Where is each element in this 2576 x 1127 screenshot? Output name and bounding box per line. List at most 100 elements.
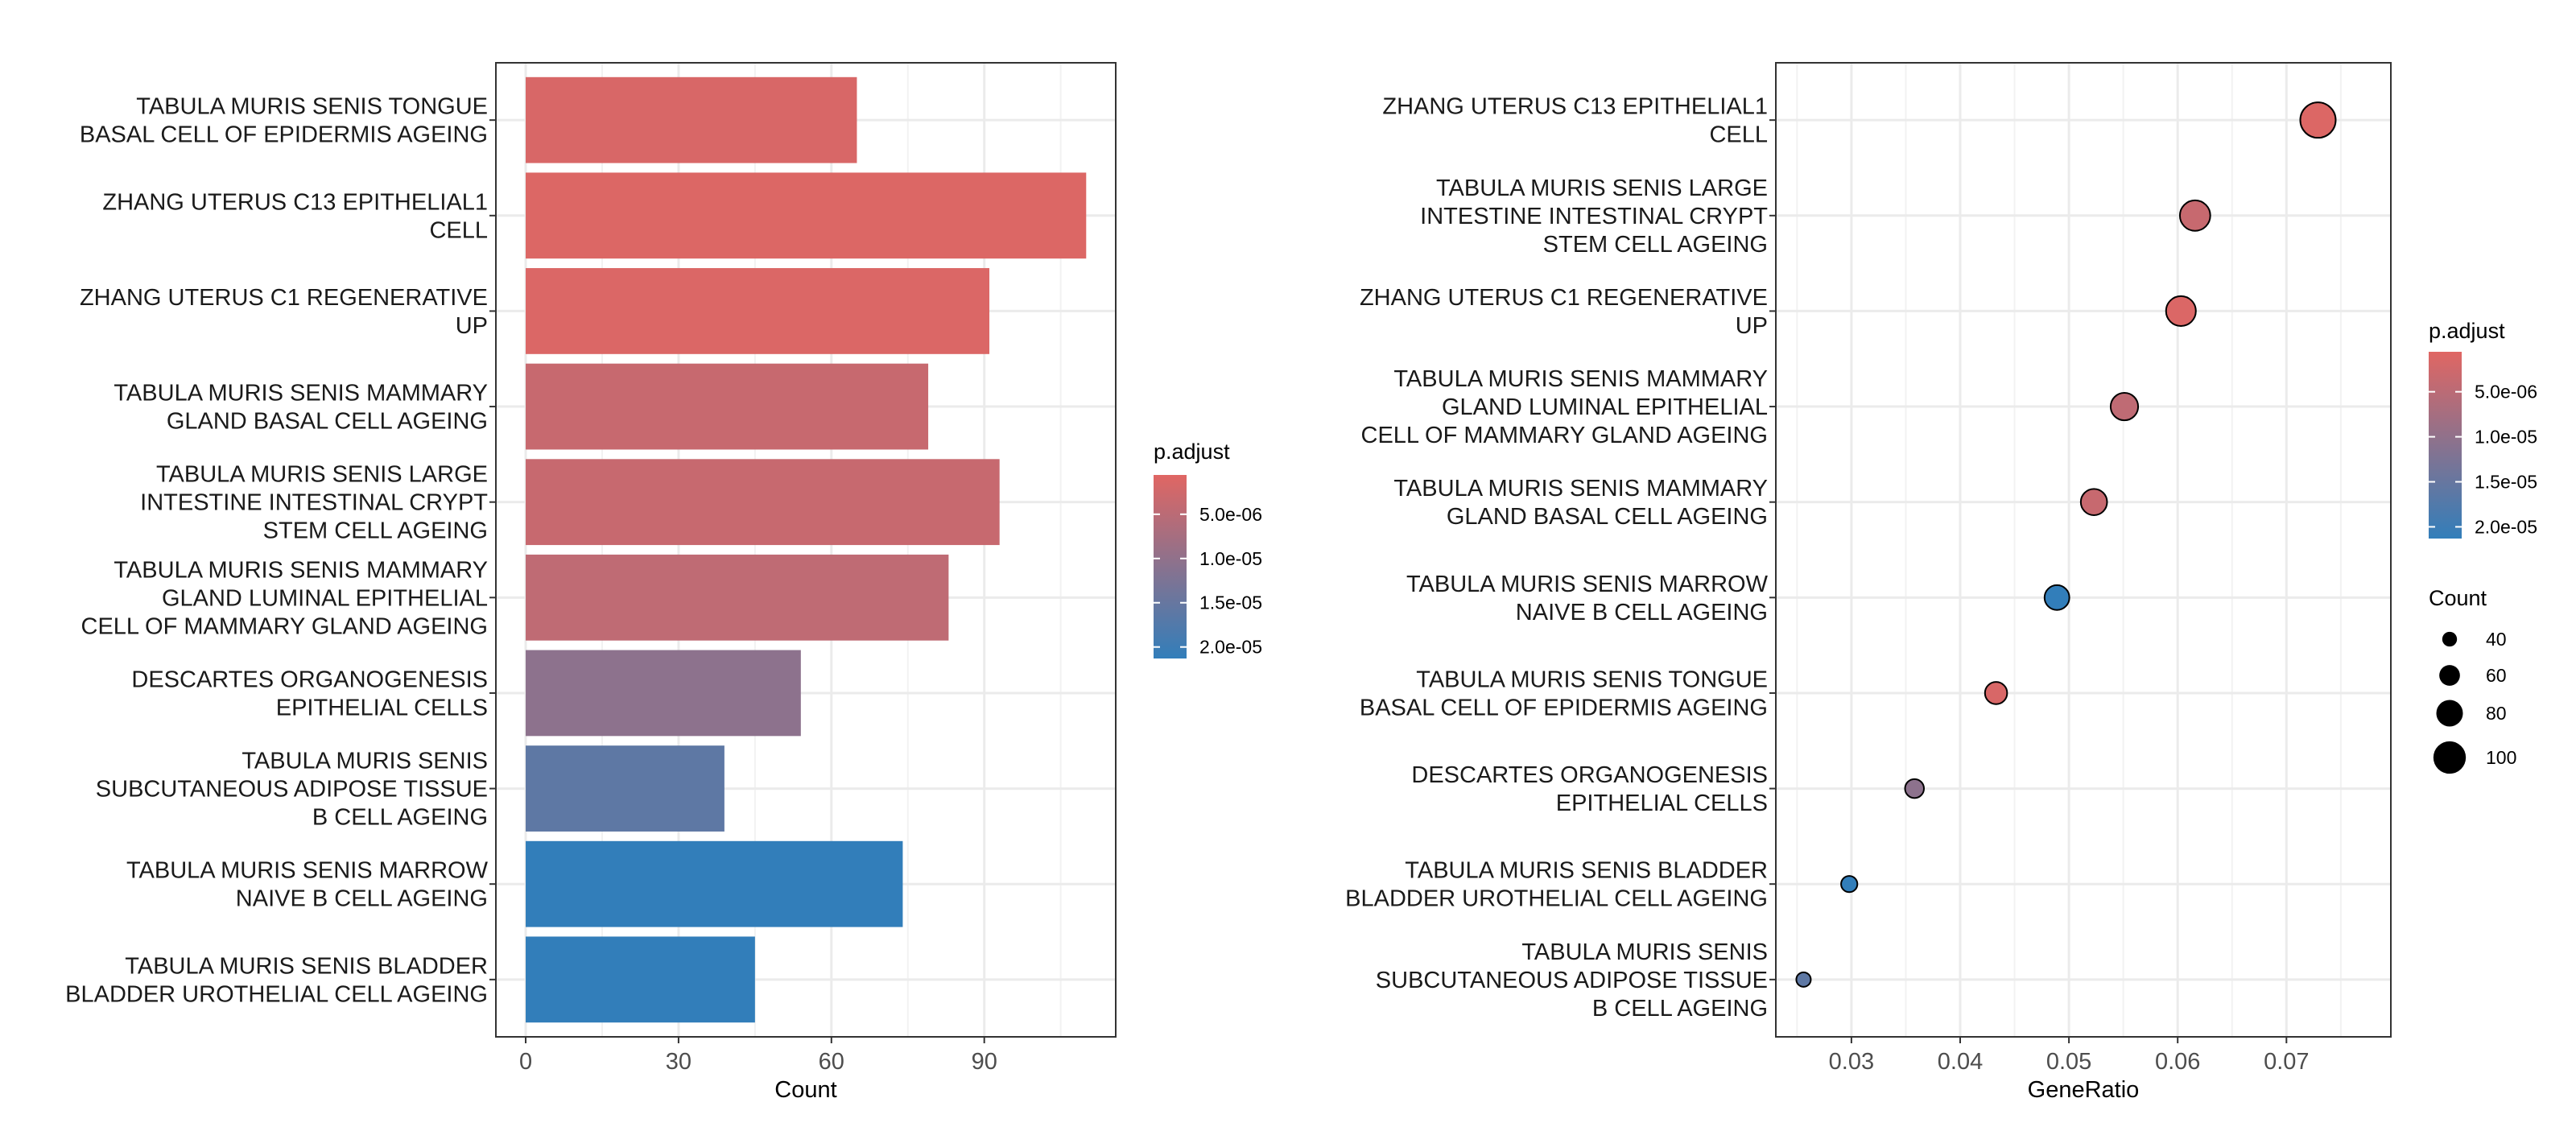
- x-tick-label: 0.04: [1938, 1049, 1983, 1075]
- bar: [526, 554, 949, 641]
- y-tick-label-line: STEM CELL AGEING: [263, 518, 488, 544]
- y-tick-label: TABULA MURIS SENIS BLADDER BLADDER UROTHE…: [65, 953, 488, 1007]
- y-tick-label-line: BLADDER UROTHELIAL CELL AGEING: [65, 981, 488, 1007]
- data-point: [2299, 101, 2337, 139]
- colorbar-tick-label: 1.5e-05: [1199, 592, 1262, 613]
- y-tick-label: TABULA MURIS SENIS MARROW NAIVE B CELL AG…: [1406, 572, 1769, 625]
- colorbar-tick-label: 5.0e-06: [1199, 504, 1262, 525]
- bar: [526, 363, 929, 450]
- y-tick-label: TABULA MURIS SENIS MAMMARY GLAND LUMINAL …: [1361, 366, 1768, 448]
- y-tick-label-line: BLADDER UROTHELIAL CELL AGEING: [1345, 886, 1768, 912]
- y-tick-label-line: CELL: [429, 217, 488, 243]
- x-tick-label: 0.05: [2046, 1049, 2091, 1075]
- y-tick-label: TABULA MURIS SENIS MAMMARY GLAND LUMINAL …: [81, 557, 488, 639]
- y-tick-label: TABULA MURIS SENIS LARGE INTESTINE INTEST…: [1420, 175, 1768, 258]
- y-tick-label-line: GLAND LUMINAL EPITHELIAL: [162, 585, 488, 611]
- y-tick-label-line: NAIVE B CELL AGEING: [236, 886, 488, 912]
- bar: [526, 650, 801, 737]
- size-legend-key: [2433, 741, 2467, 774]
- y-tick-label-line: ZHANG UTERUS C13 EPITHELIAL1: [1382, 94, 1768, 120]
- bar: [526, 172, 1087, 259]
- y-tick-label-line: CELL: [1709, 122, 1768, 148]
- y-tick-label-line: INTESTINE INTESTINAL CRYPT: [1420, 204, 1768, 229]
- colorbar-tick-label: 2.0e-05: [1199, 637, 1262, 658]
- data-point: [2165, 295, 2197, 327]
- x-axis-title: Count: [774, 1077, 836, 1103]
- y-tick-label-line: BASAL CELL OF EPIDERMIS AGEING: [1360, 695, 1768, 720]
- y-tick-label: ZHANG UTERUS C13 EPITHELIAL1 CELL: [102, 189, 488, 243]
- colorbar-tick-label: 1.0e-05: [1199, 548, 1262, 569]
- y-tick-label: TABULA MURIS SENIS TONGUE BASAL CELL OF E…: [80, 94, 488, 148]
- y-tick-label: DESCARTES ORGANOGENESIS EPITHELIAL CELLS: [1411, 762, 1768, 816]
- x-tick-label: 30: [666, 1049, 691, 1075]
- bar: [526, 459, 1000, 546]
- y-tick-label-line: TABULA MURIS SENIS MAMMARY: [114, 557, 488, 583]
- y-tick-label: TABULA MURIS SENIS SUBCUTANEOUS ADIPOSE T…: [96, 749, 488, 831]
- y-tick-label-line: EPITHELIAL CELLS: [276, 695, 488, 720]
- data-point: [1840, 875, 1859, 894]
- y-tick-label: ZHANG UTERUS C1 REGENERATIVE UP: [80, 285, 488, 339]
- data-point: [2043, 584, 2070, 611]
- y-tick-label-line: TABULA MURIS SENIS MAMMARY: [114, 381, 488, 407]
- y-tick-label-line: EPITHELIAL CELLS: [1556, 791, 1768, 816]
- y-tick-label-line: ZHANG UTERUS C1 REGENERATIVE: [1360, 285, 1768, 311]
- y-tick-label-line: SUBCUTANEOUS ADIPOSE TISSUE: [1376, 968, 1768, 993]
- y-tick-label-line: STEM CELL AGEING: [1543, 232, 1768, 258]
- panel-border: [495, 62, 1117, 1038]
- y-tick-label: TABULA MURIS SENIS LARGE INTESTINE INTEST…: [140, 462, 488, 544]
- size-legend-key: [2442, 631, 2458, 647]
- y-tick-label-line: DESCARTES ORGANOGENESIS: [131, 667, 488, 692]
- y-tick-label: TABULA MURIS SENIS SUBCUTANEOUS ADIPOSE T…: [1376, 939, 1768, 1022]
- y-tick-label-line: TABULA MURIS SENIS: [1521, 939, 1768, 965]
- data-point: [1904, 778, 1926, 799]
- data-point: [1795, 971, 1812, 988]
- y-tick-label-line: GLAND BASAL CELL AGEING: [1447, 504, 1768, 530]
- data-point: [1984, 681, 2008, 705]
- y-tick-label: TABULA MURIS SENIS MAMMARY GLAND BASAL CE…: [114, 381, 488, 435]
- x-tick-label: 90: [972, 1049, 997, 1075]
- colorbar: [1154, 475, 1187, 658]
- y-tick-label: TABULA MURIS SENIS MAMMARY GLAND BASAL CE…: [1393, 476, 1768, 530]
- y-tick-label-line: TABULA MURIS SENIS TONGUE: [136, 94, 488, 120]
- x-tick-label: 0.03: [1829, 1049, 1874, 1075]
- size-legend-label: 60: [2486, 665, 2507, 686]
- y-tick-label: DESCARTES ORGANOGENESIS EPITHELIAL CELLS: [131, 667, 488, 720]
- legend-title: p.adjust: [2429, 319, 2505, 343]
- panel-border: [1775, 62, 2392, 1038]
- y-tick-label-line: CELL OF MAMMARY GLAND AGEING: [1361, 423, 1768, 448]
- colorbar: [2429, 352, 2462, 539]
- bar: [526, 76, 857, 163]
- y-tick-label-line: UP: [1736, 313, 1768, 339]
- bar: [526, 936, 755, 1023]
- y-tick-label-line: TABULA MURIS SENIS LARGE: [156, 462, 488, 488]
- y-tick-label-line: INTESTINE INTESTINAL CRYPT: [140, 490, 488, 516]
- y-tick-label-line: TABULA MURIS SENIS: [242, 749, 488, 774]
- legend-title: p.adjust: [1154, 440, 1230, 464]
- bar: [526, 840, 903, 927]
- data-point: [2109, 392, 2140, 422]
- x-tick-label: 60: [819, 1049, 844, 1075]
- y-tick-label-line: GLAND BASAL CELL AGEING: [167, 409, 488, 435]
- size-legend-title: Count: [2429, 586, 2487, 610]
- colorbar-tick-label: 1.5e-05: [2475, 472, 2537, 493]
- y-tick-label-line: NAIVE B CELL AGEING: [1516, 600, 1768, 625]
- bar: [526, 268, 990, 354]
- y-tick-label-line: UP: [456, 313, 488, 339]
- y-tick-label-line: CELL OF MAMMARY GLAND AGEING: [81, 613, 488, 639]
- y-tick-label: TABULA MURIS SENIS MARROW NAIVE B CELL AG…: [126, 858, 489, 912]
- y-tick-label-line: TABULA MURIS SENIS TONGUE: [1416, 667, 1768, 692]
- y-tick-label-line: BASAL CELL OF EPIDERMIS AGEING: [80, 122, 488, 148]
- y-tick-label: TABULA MURIS SENIS TONGUE BASAL CELL OF E…: [1360, 667, 1768, 720]
- y-tick-label-line: TABULA MURIS SENIS MARROW: [126, 858, 489, 884]
- y-tick-label-line: TABULA MURIS SENIS MARROW: [1406, 572, 1769, 597]
- data-point: [2079, 488, 2108, 517]
- y-tick-label: ZHANG UTERUS C1 REGENERATIVE UP: [1360, 285, 1768, 339]
- size-legend-label: 40: [2486, 629, 2507, 650]
- y-tick-label-line: ZHANG UTERUS C13 EPITHELIAL1: [102, 189, 488, 215]
- bar-chart-panel: TABULA MURIS SENIS TONGUE BASAL CELL OF E…: [65, 62, 1262, 1103]
- x-axis-title: GeneRatio: [2028, 1077, 2140, 1103]
- size-legend-key: [2436, 700, 2463, 727]
- plot-background: [1776, 63, 2391, 1037]
- size-legend-label: 80: [2486, 703, 2507, 724]
